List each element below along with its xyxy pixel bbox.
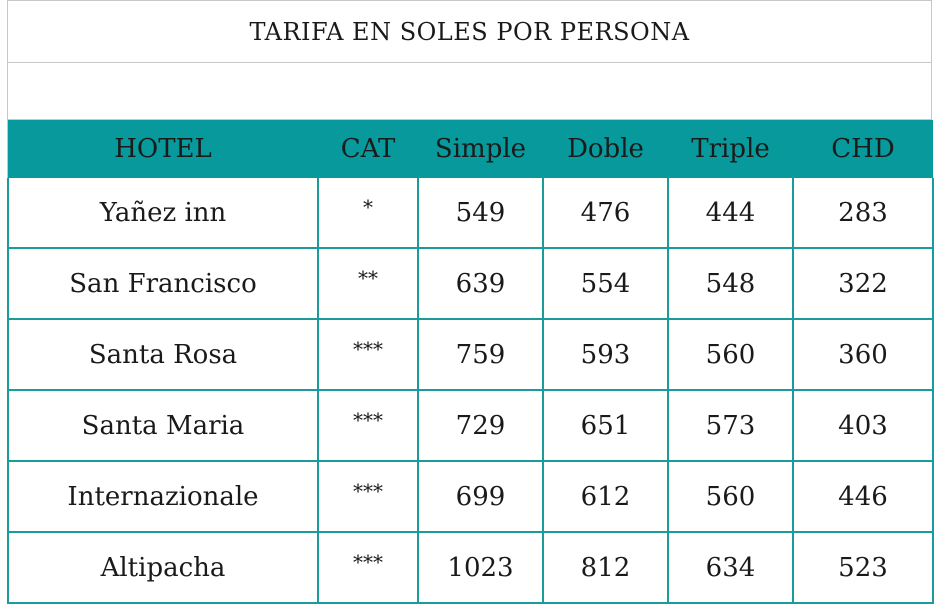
cell-cat: *** [317, 461, 419, 533]
cell-cat: *** [317, 532, 419, 604]
cell-hotel: Santa Rosa [7, 319, 319, 391]
cell-doble: 612 [542, 461, 669, 533]
cell-doble: 593 [542, 319, 669, 391]
cell-cat: ** [317, 248, 419, 320]
cell-cat: *** [317, 319, 419, 391]
cell-simple: 759 [417, 319, 544, 391]
cell-simple: 699 [417, 461, 544, 533]
header-cat: CAT [318, 120, 418, 178]
cell-doble: 554 [542, 248, 669, 320]
cell-hotel: San Francisco [7, 248, 319, 320]
cell-hotel: Santa Maria [7, 390, 319, 462]
cell-doble: 476 [542, 178, 669, 249]
cell-chd: 322 [792, 248, 934, 320]
cell-triple: 548 [667, 248, 794, 320]
cell-triple: 560 [667, 461, 794, 533]
table-row: Yañez inn * 549 476 444 283 [7, 178, 934, 249]
cell-cat: *** [317, 390, 419, 462]
rates-table: HOTEL CAT Simple Doble Triple CHD Yañez … [7, 120, 934, 604]
cell-chd: 403 [792, 390, 934, 462]
table-title: TARIFA EN SOLES POR PERSONA [7, 0, 932, 63]
table-row: Santa Rosa *** 759 593 560 360 [7, 319, 934, 391]
table-row: Santa Maria *** 729 651 573 403 [7, 390, 934, 462]
cell-cat: * [317, 178, 419, 249]
cell-simple: 549 [417, 178, 544, 249]
header-triple: Triple [668, 120, 793, 178]
cell-simple: 1023 [417, 532, 544, 604]
blank-row [7, 62, 932, 120]
cell-chd: 446 [792, 461, 934, 533]
cell-triple: 573 [667, 390, 794, 462]
table-row: Internazionale *** 699 612 560 446 [7, 461, 934, 533]
cell-triple: 560 [667, 319, 794, 391]
cell-chd: 283 [792, 178, 934, 249]
header-simple: Simple [418, 120, 543, 178]
cell-doble: 651 [542, 390, 669, 462]
cell-hotel: Internazionale [7, 461, 319, 533]
cell-hotel: Altipacha [7, 532, 319, 604]
header-chd: CHD [793, 120, 933, 178]
cell-triple: 444 [667, 178, 794, 249]
cell-triple: 634 [667, 532, 794, 604]
table-row: San Francisco ** 639 554 548 322 [7, 248, 934, 320]
cell-simple: 729 [417, 390, 544, 462]
cell-hotel: Yañez inn [7, 178, 319, 249]
cell-simple: 639 [417, 248, 544, 320]
header-row: HOTEL CAT Simple Doble Triple CHD [8, 120, 933, 178]
header-hotel: HOTEL [8, 120, 318, 178]
cell-chd: 360 [792, 319, 934, 391]
table-row: Altipacha *** 1023 812 634 523 [7, 532, 934, 604]
header-doble: Doble [543, 120, 668, 178]
cell-chd: 523 [792, 532, 934, 604]
cell-doble: 812 [542, 532, 669, 604]
